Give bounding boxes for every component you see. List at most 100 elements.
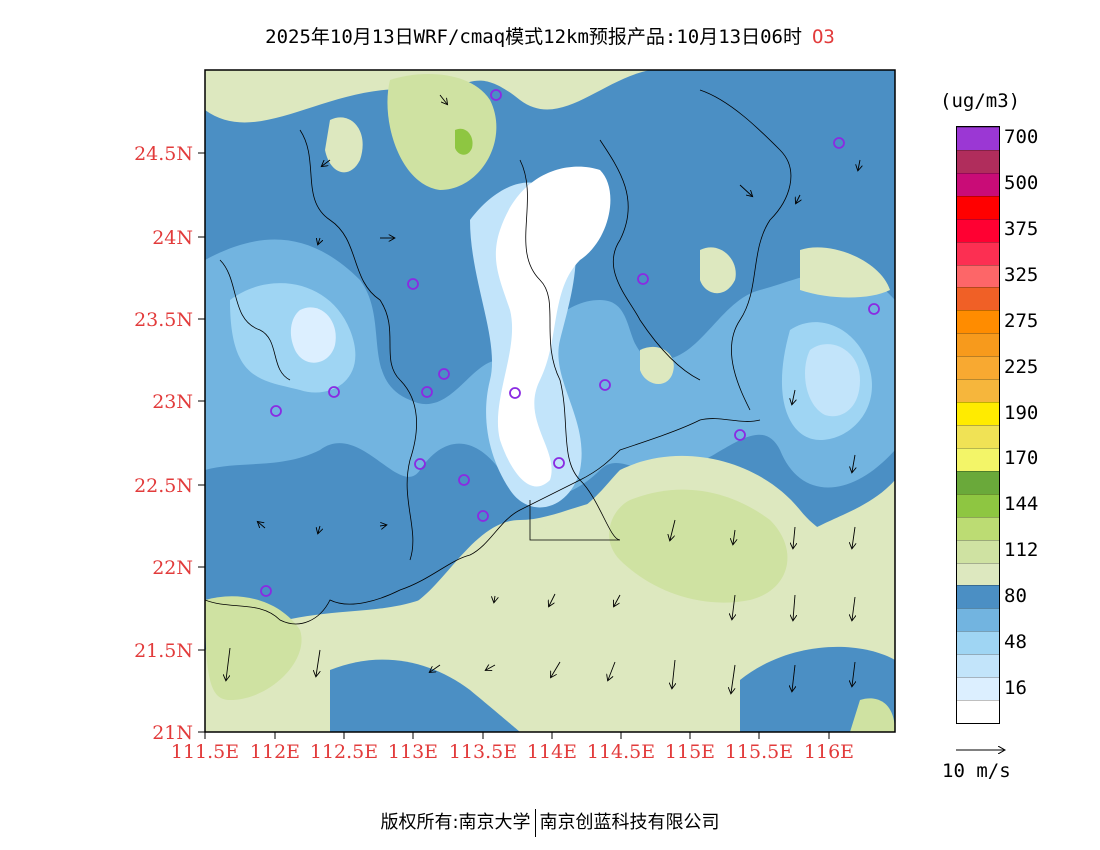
lon-labels: 111.5E 112E 112.5E 113E 113.5E 114E 114.… [171,741,854,763]
legend-label: 144 [1004,493,1039,516]
wind-vector [793,526,795,548]
wind-vector [316,649,321,676]
wind-vector [732,594,735,619]
wind-vector [852,454,855,472]
wind-vector [796,194,800,203]
station-marker [490,89,502,101]
legend-label: 80 [1004,584,1027,607]
legend-label: 48 [1004,630,1027,653]
boundary-lines [205,89,792,625]
lat-label: 24N [152,227,193,249]
station-marker [407,278,419,290]
legend-swatch [957,493,999,517]
legend-label: 325 [1004,264,1039,286]
lat-label: 21.5N [134,640,193,662]
wind-vector [258,522,266,529]
lon-label: 115E [665,741,715,763]
wind-vector [739,184,752,196]
legend-label: 375 [1004,218,1039,241]
wind-vector [672,659,675,688]
monitoring-stations [260,89,880,597]
wind-vector [670,519,676,540]
wind-vector [486,665,496,670]
lon-label: 112E [250,741,300,763]
lon-label: 113E [388,741,438,763]
wind-vector [852,596,855,620]
legend-swatch [957,127,999,150]
wind-vector [549,593,556,606]
lon-label: 116E [804,741,854,763]
legend-units: (ug/m3) [940,90,1021,112]
wind-vector [439,94,447,104]
wind-vector [318,238,320,244]
legend-swatch [957,241,999,265]
wind-vector [733,529,735,544]
legend-label: 112 [1004,539,1039,562]
station-marker [438,368,450,380]
legend-label: 225 [1004,355,1039,378]
legend-swatch [957,149,999,173]
station-marker [270,405,282,417]
station-marker [414,458,426,470]
lat-ticks [198,152,205,733]
lon-label: 114.5E [587,741,655,763]
legend-swatch [957,447,999,471]
lat-label: 24.5N [134,143,193,165]
wind-vector [731,664,736,693]
station-marker [328,386,340,398]
lon-ticks [204,732,830,739]
legend-swatch [957,631,999,655]
reference-vector-label: 10 m/s [942,760,1011,782]
legend-swatch [957,700,999,723]
wind-vector [793,594,795,620]
wind-vector [792,664,795,691]
copyright-footer: 版权所有:南京大学 南京创蓝科技有限公司 [0,808,1100,837]
station-marker [421,386,433,398]
wind-vector [494,595,495,602]
wind-vector [322,159,331,166]
station-marker [833,137,845,149]
legend-label: 500 [1004,172,1039,195]
lat-label: 22.5N [134,475,193,497]
station-marker [868,303,880,315]
lat-label: 23N [152,391,193,413]
legend-swatch [957,608,999,632]
wind-vector [608,661,616,680]
legend-swatch [957,402,999,425]
wind-vector [852,661,855,686]
lat-label: 23.5N [134,309,193,331]
lon-label: 115.5E [725,741,793,763]
station-marker [553,457,565,469]
legend-label: 16 [1004,676,1027,699]
lon-label: 113.5E [449,741,517,763]
wind-vector [379,525,386,526]
wind-vector [792,389,795,404]
lat-label: 21N [152,722,193,744]
station-marker [637,273,649,285]
map-title: 2025年10月13日WRF/cmaq模式12km预报产品:10月13日06时 O… [0,22,1100,49]
legend-swatch [957,172,999,196]
wind-vector [551,661,561,677]
copyright-left: 版权所有:南京大学 [380,812,531,833]
legend-swatch [957,195,999,219]
legend-swatch [957,539,999,563]
legend-swatch [957,677,999,701]
title-text: 2025年10月13日WRF/cmaq模式12km预报产品:10月13日06时 [265,26,802,48]
concentration-field [205,70,895,732]
lon-label: 112.5E [310,741,378,763]
copyright-right: 南京创蓝科技有限公司 [539,812,720,833]
station-marker [599,379,611,391]
station-marker [734,429,746,441]
legend-swatch [957,287,999,311]
lat-labels: 24.5N 24N 23.5N 23N 22.5N 22N 21.5N 21N [134,143,193,744]
legend-label: 170 [1004,447,1039,470]
station-marker [260,585,272,597]
legend-swatch [957,379,999,403]
lon-label: 111.5E [171,741,239,763]
wind-vector [858,159,860,170]
wind-vector [226,647,231,680]
lat-label: 22N [152,557,193,579]
color-legend [956,126,1000,724]
legend-swatch [957,310,999,334]
legend-swatch [957,425,999,448]
